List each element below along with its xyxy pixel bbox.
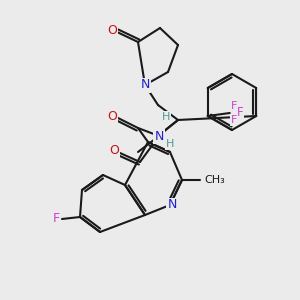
Text: H: H	[162, 112, 170, 122]
Text: N: N	[167, 199, 177, 212]
Text: O: O	[107, 25, 117, 38]
Text: F: F	[52, 212, 60, 226]
Text: CH₃: CH₃	[204, 175, 225, 185]
Text: O: O	[107, 25, 117, 38]
Text: H: H	[162, 112, 170, 122]
Text: N: N	[140, 79, 150, 92]
Text: N: N	[154, 130, 164, 142]
Text: F: F	[231, 115, 237, 125]
Text: H: H	[166, 139, 174, 149]
Text: F: F	[236, 106, 243, 119]
Text: O: O	[109, 145, 119, 158]
Text: N: N	[140, 79, 150, 92]
Text: H: H	[166, 139, 174, 149]
Text: O: O	[107, 110, 117, 122]
Text: N: N	[154, 130, 164, 142]
Text: N: N	[167, 199, 177, 212]
Text: O: O	[107, 110, 117, 122]
Text: F: F	[231, 101, 237, 111]
Text: F: F	[52, 212, 60, 226]
